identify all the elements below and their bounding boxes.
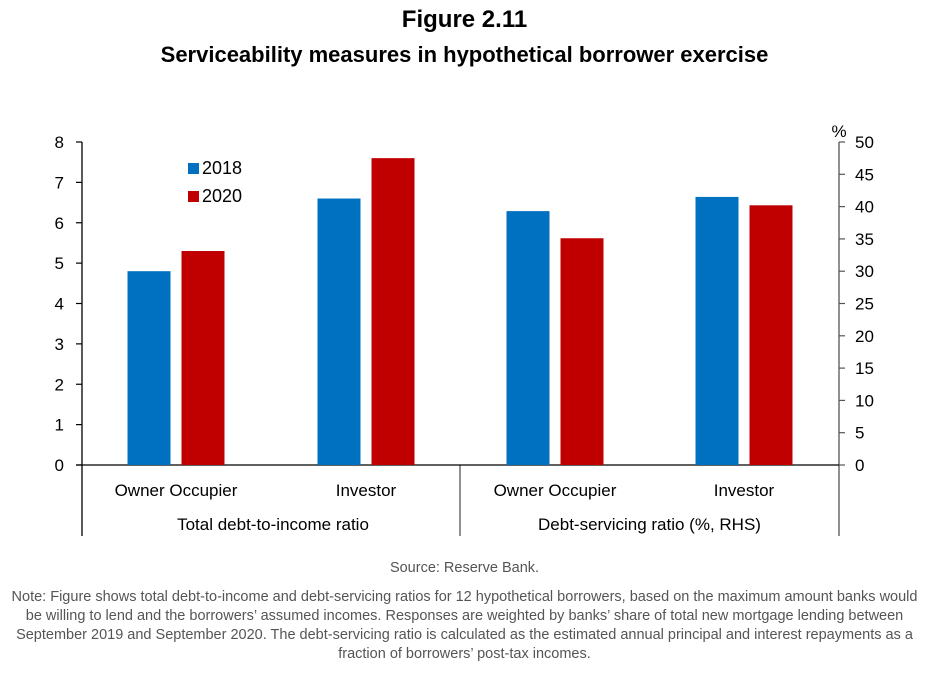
right-tick-label: 15 — [855, 359, 874, 378]
right-tick-label: 20 — [855, 327, 874, 346]
legend-swatch-2018 — [188, 163, 199, 174]
right-tick-label: 25 — [855, 295, 874, 314]
bar-2020 — [560, 238, 604, 465]
legend-swatch-2020 — [188, 191, 199, 202]
left-tick-label: 6 — [55, 214, 64, 233]
bar-2018 — [127, 271, 171, 465]
right-tick-label: 30 — [855, 262, 874, 281]
group-label: Total debt-to-income ratio — [177, 515, 369, 534]
figure-title: Serviceability measures in hypothetical … — [160, 42, 769, 67]
labels: Owner Occupier Investor Total debt-to-inco… — [115, 481, 775, 534]
left-tick-label: 2 — [55, 375, 64, 394]
right-tick-label: 0 — [855, 456, 864, 475]
bar-2020 — [371, 158, 415, 465]
bar-2020 — [749, 205, 793, 466]
category-label: Owner Occupier — [115, 481, 238, 500]
left-tick-label: 5 — [55, 254, 64, 273]
legend-label-2020: 2020 — [202, 186, 242, 206]
left-tick-label: 0 — [55, 456, 64, 475]
bar-2018 — [695, 196, 739, 465]
bar-2020 — [181, 251, 225, 465]
figure-number: Figure 2.11 — [401, 6, 528, 33]
category-label: Investor — [714, 481, 775, 500]
left-tick-label: 3 — [55, 335, 64, 354]
legend-label-2018: 2018 — [202, 158, 242, 178]
source-note: Source: Reserve Bank. — [389, 560, 540, 576]
right-tick-label: 40 — [855, 198, 874, 217]
category-label: Investor — [336, 481, 397, 500]
right-tick-label: 5 — [855, 424, 864, 443]
right-tick-label: 50 — [855, 133, 874, 152]
left-tick-label: 7 — [55, 173, 64, 192]
right-tick-label: 10 — [855, 391, 874, 410]
right-tick-label: 45 — [855, 165, 874, 184]
left-tick-label: 8 — [55, 133, 64, 152]
left-tick-label: 1 — [55, 416, 64, 435]
footnote: Note: Figure shows total debt-to-income … — [11, 589, 918, 662]
bars — [127, 158, 793, 466]
group-label: Debt-servicing ratio (%, RHS) — [538, 515, 761, 534]
legend: 2018 2020 — [188, 158, 242, 206]
right-tick-label: 35 — [855, 230, 874, 249]
bar-2018 — [317, 198, 361, 465]
right-axis-unit: % — [831, 122, 846, 141]
category-label: Owner Occupier — [494, 481, 617, 500]
bar-2018 — [506, 211, 550, 465]
left-tick-label: 4 — [55, 295, 64, 314]
